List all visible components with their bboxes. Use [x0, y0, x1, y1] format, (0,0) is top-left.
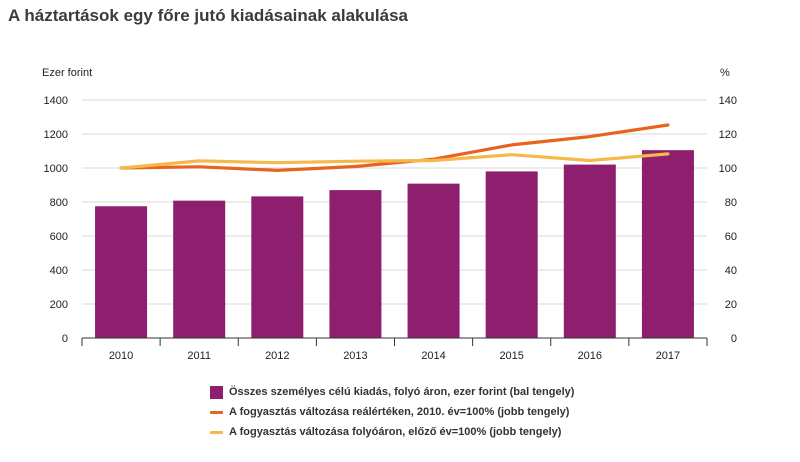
- nominal-consumption-line: [119, 152, 670, 170]
- right-tick-label: 120: [719, 129, 737, 141]
- bar: [407, 183, 460, 338]
- real-consumption-line: [119, 123, 670, 172]
- chart-plot: 0 200 400 600 800 1000 1200 1400 0 20 40 60 80 100 120…: [44, 95, 737, 362]
- left-tick-label: 800: [50, 197, 68, 209]
- legend-swatch-bars: [210, 385, 223, 399]
- left-tick-label: 1200: [44, 129, 68, 141]
- left-axis-unit: Ezer forint: [42, 67, 93, 79]
- bar: [563, 164, 616, 338]
- legend-swatch-real-line: [210, 410, 223, 414]
- legend-swatch-nominal-line: [210, 430, 223, 434]
- x-tick-label: 2015: [499, 350, 523, 362]
- chart-title: A háztartások egy főre jutó kiadásainak …: [8, 6, 408, 25]
- right-tick-label: 0: [731, 333, 737, 345]
- left-tick-label: 400: [50, 265, 68, 277]
- right-tick-label: 80: [725, 197, 737, 209]
- bar: [95, 206, 148, 338]
- left-tick-label: 1000: [44, 163, 68, 175]
- legend: Összes személyes célú kiadás, folyó áron…: [210, 383, 574, 443]
- right-tick-label: 60: [725, 231, 737, 243]
- x-tick-label: 2012: [265, 350, 289, 362]
- legend-item-real-line: A fogyasztás változása reálértéken, 2010…: [210, 403, 574, 421]
- legend-item-nominal-line: A fogyasztás változása folyóáron, előző …: [210, 423, 574, 441]
- legend-label-nominal-line: A fogyasztás változása folyóáron, előző …: [229, 426, 562, 438]
- bar: [485, 171, 538, 338]
- right-tick-label: 140: [719, 95, 737, 107]
- bar: [251, 196, 304, 338]
- right-axis-unit: %: [720, 67, 730, 79]
- left-tick-label: 1400: [44, 95, 68, 107]
- left-tick-label: 600: [50, 231, 68, 243]
- right-tick-label: 100: [719, 163, 737, 175]
- x-tick-label: 2016: [578, 350, 602, 362]
- right-tick-label: 20: [725, 299, 737, 311]
- left-tick-label: 0: [62, 333, 68, 345]
- bar: [641, 150, 694, 338]
- legend-label-real-line: A fogyasztás változása reálértéken, 2010…: [229, 406, 570, 418]
- x-tick-label: 2017: [656, 350, 680, 362]
- left-tick-label: 200: [50, 299, 68, 311]
- bar: [329, 190, 382, 338]
- right-tick-label: 40: [725, 265, 737, 277]
- legend-item-bars: Összes személyes célú kiadás, folyó áron…: [210, 383, 574, 401]
- x-tick-label: 2010: [109, 350, 133, 362]
- x-tick-label: 2011: [187, 350, 211, 362]
- x-tick-label: 2014: [421, 350, 445, 362]
- legend-label-bars: Összes személyes célú kiadás, folyó áron…: [229, 386, 575, 398]
- bar: [173, 200, 226, 338]
- x-tick-label: 2013: [343, 350, 367, 362]
